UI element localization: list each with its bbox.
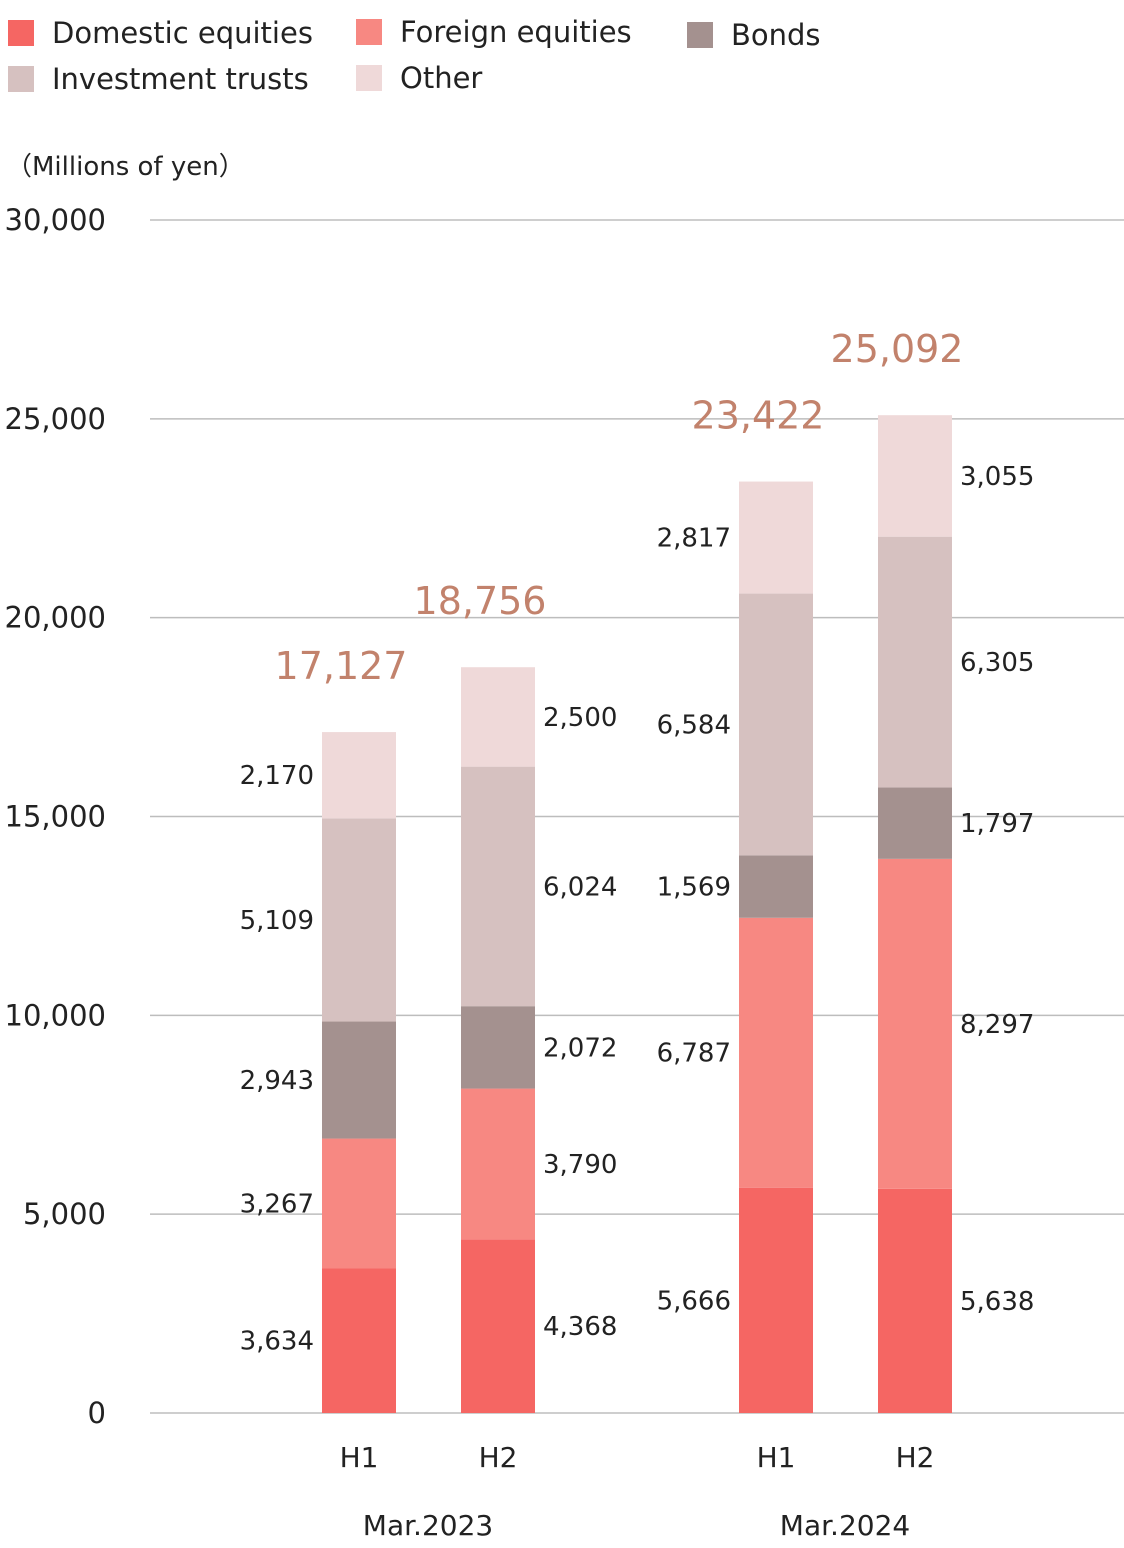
bar-segment (739, 481, 813, 594)
legend-label-other: Other (400, 61, 483, 95)
y-tick-label: 25,000 (5, 402, 106, 436)
bar-segment (322, 1021, 396, 1139)
data-label: 3,055 (960, 462, 1034, 492)
x-group-label: Mar.2024 (780, 1509, 910, 1542)
y-axis-label: （Millions of yen） (6, 152, 245, 182)
legend-item-other: Other (356, 58, 482, 98)
data-label: 1,569 (657, 873, 731, 903)
bar-segment (739, 855, 813, 918)
data-label: 3,790 (543, 1150, 617, 1180)
bar-segment (322, 1268, 396, 1413)
x-tick-label: H1 (340, 1441, 379, 1474)
bar-segment (878, 415, 952, 537)
data-label: 2,072 (543, 1033, 617, 1063)
bar-segment (461, 1239, 535, 1413)
legend-label-domestic-equities: Domestic equities (52, 16, 313, 50)
bar-segment (878, 787, 952, 859)
bar-segment (461, 766, 535, 1007)
x-tick-label: H2 (479, 1441, 518, 1474)
data-label: 5,638 (960, 1287, 1034, 1317)
data-label: 6,305 (960, 648, 1034, 678)
data-label: 2,500 (543, 703, 617, 733)
data-label: 5,109 (240, 906, 314, 936)
legend-swatch-bonds (687, 22, 713, 48)
bar-segment (878, 1188, 952, 1413)
bar-segment (322, 1138, 396, 1269)
bar-segment (878, 858, 952, 1189)
data-label: 5,666 (657, 1286, 731, 1316)
y-tick-label: 5,000 (23, 1197, 106, 1231)
x-group-label: Mar.2023 (363, 1509, 493, 1542)
legend: Domestic equities Foreign equities Bonds… (0, 0, 1124, 110)
y-tick-label: 30,000 (5, 203, 106, 237)
y-tick-label: 10,000 (5, 998, 106, 1032)
bar-segment (461, 1006, 535, 1089)
legend-label-investment-trusts: Investment trusts (52, 62, 309, 96)
bar-segment (739, 1187, 813, 1413)
bar-segment (322, 818, 396, 1022)
legend-swatch-domestic-equities (8, 20, 34, 46)
data-label: 6,584 (657, 710, 731, 740)
bar-segment (739, 917, 813, 1188)
x-tick-label: H1 (757, 1441, 796, 1474)
bar-segment (739, 593, 813, 856)
data-label: 2,817 (657, 524, 731, 554)
data-label: 6,024 (543, 872, 617, 902)
y-tick-label: 0 (88, 1396, 106, 1430)
data-label: 6,787 (657, 1039, 731, 1069)
data-label: 2,170 (240, 761, 314, 791)
legend-item-domestic-equities: Domestic equities (8, 13, 313, 53)
bar-segment (461, 1088, 535, 1240)
data-label: 3,267 (240, 1190, 314, 1220)
total-label: 18,756 (414, 579, 547, 623)
y-tick-label: 20,000 (5, 601, 106, 635)
legend-item-investment-trusts: Investment trusts (8, 59, 309, 99)
data-label: 8,297 (960, 1010, 1034, 1040)
legend-label-foreign-equities: Foreign equities (400, 15, 632, 49)
y-tick-label: 15,000 (5, 800, 106, 834)
bar-segment (461, 667, 535, 767)
x-tick-label: H2 (896, 1441, 935, 1474)
data-label: 1,797 (960, 809, 1034, 839)
legend-label-bonds: Bonds (731, 18, 821, 52)
data-label: 3,634 (240, 1327, 314, 1357)
bar-segment (878, 536, 952, 788)
bar-segment (322, 732, 396, 819)
legend-item-bonds: Bonds (687, 15, 821, 55)
data-label: 2,943 (240, 1066, 314, 1096)
legend-swatch-investment-trusts (8, 66, 34, 92)
data-label: 4,368 (543, 1312, 617, 1342)
legend-swatch-other (356, 65, 382, 91)
total-label: 17,127 (275, 644, 408, 688)
legend-swatch-foreign-equities (356, 19, 382, 45)
total-label: 23,422 (692, 394, 825, 438)
total-label: 25,092 (831, 327, 964, 371)
legend-item-foreign-equities: Foreign equities (356, 12, 632, 52)
